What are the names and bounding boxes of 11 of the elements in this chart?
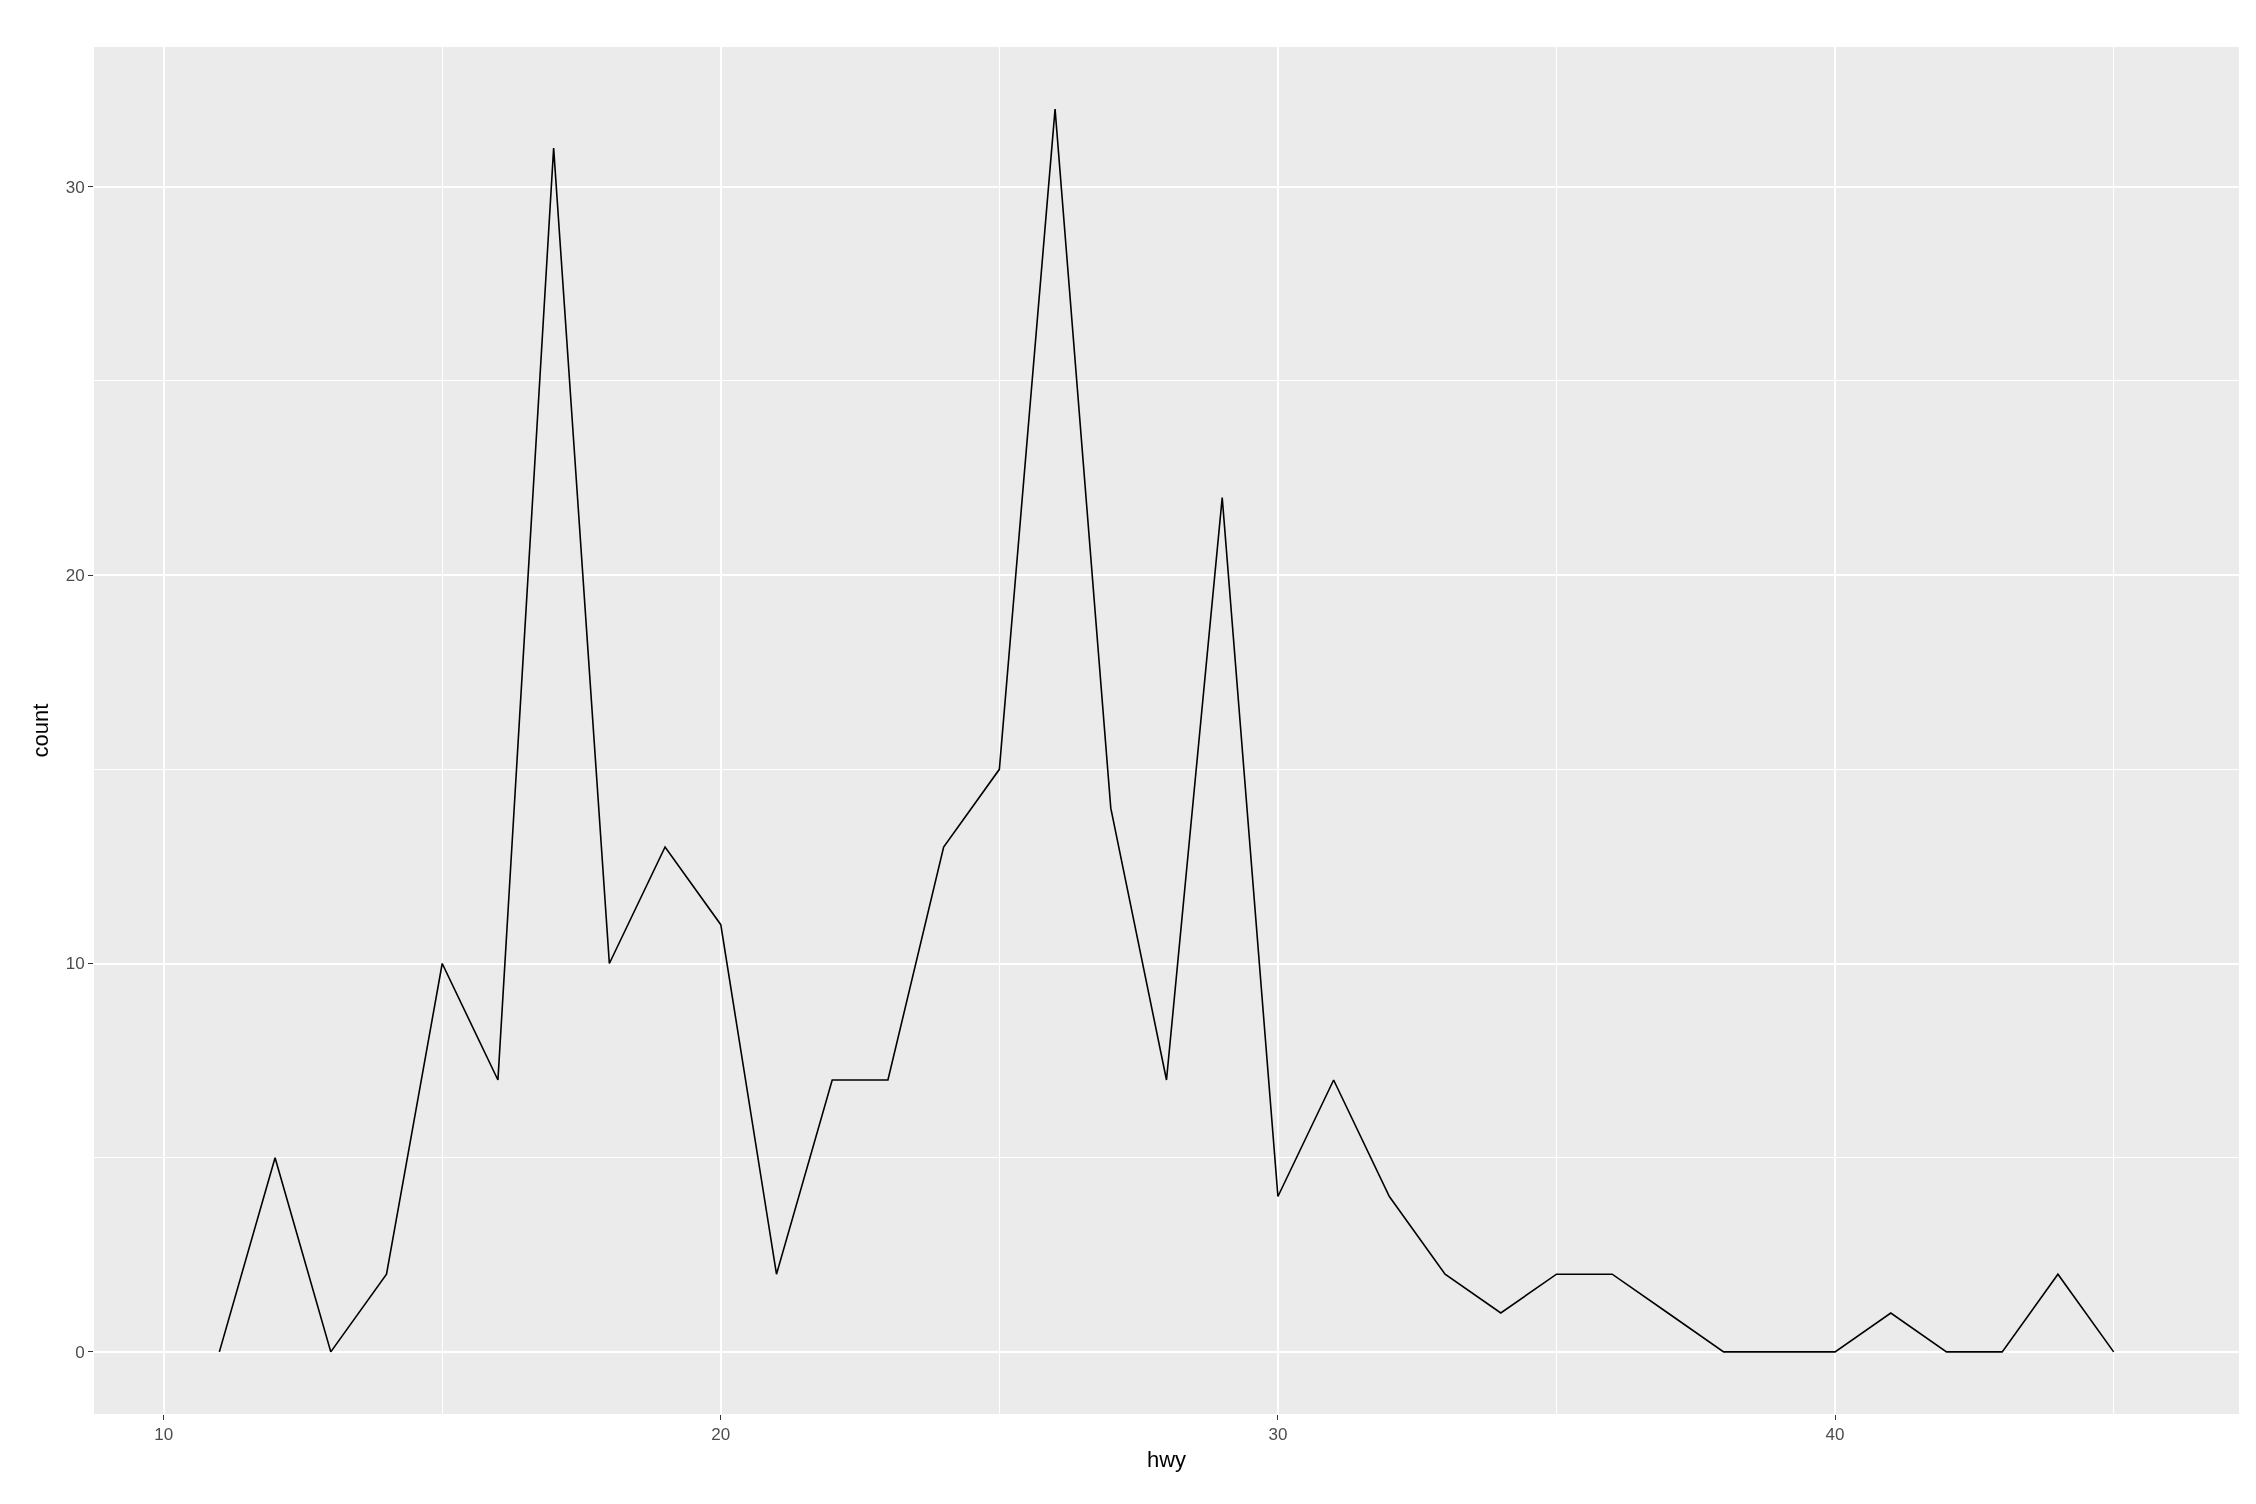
x-tick-label: 40	[1825, 1425, 1845, 1445]
x-tick-label: 20	[711, 1425, 731, 1445]
y-tick-label: 20	[65, 566, 85, 586]
y-tick-label: 0	[75, 1342, 85, 1362]
y-tick-label: 10	[65, 954, 85, 974]
x-tick-label: 10	[154, 1425, 174, 1445]
y-axis-title: count	[28, 703, 54, 758]
x-tick-label: 30	[1268, 1425, 1288, 1445]
line-series	[218, 108, 2115, 1353]
y-tick-label: 30	[65, 177, 85, 197]
x-axis-title: hwy	[1146, 1447, 1187, 1473]
